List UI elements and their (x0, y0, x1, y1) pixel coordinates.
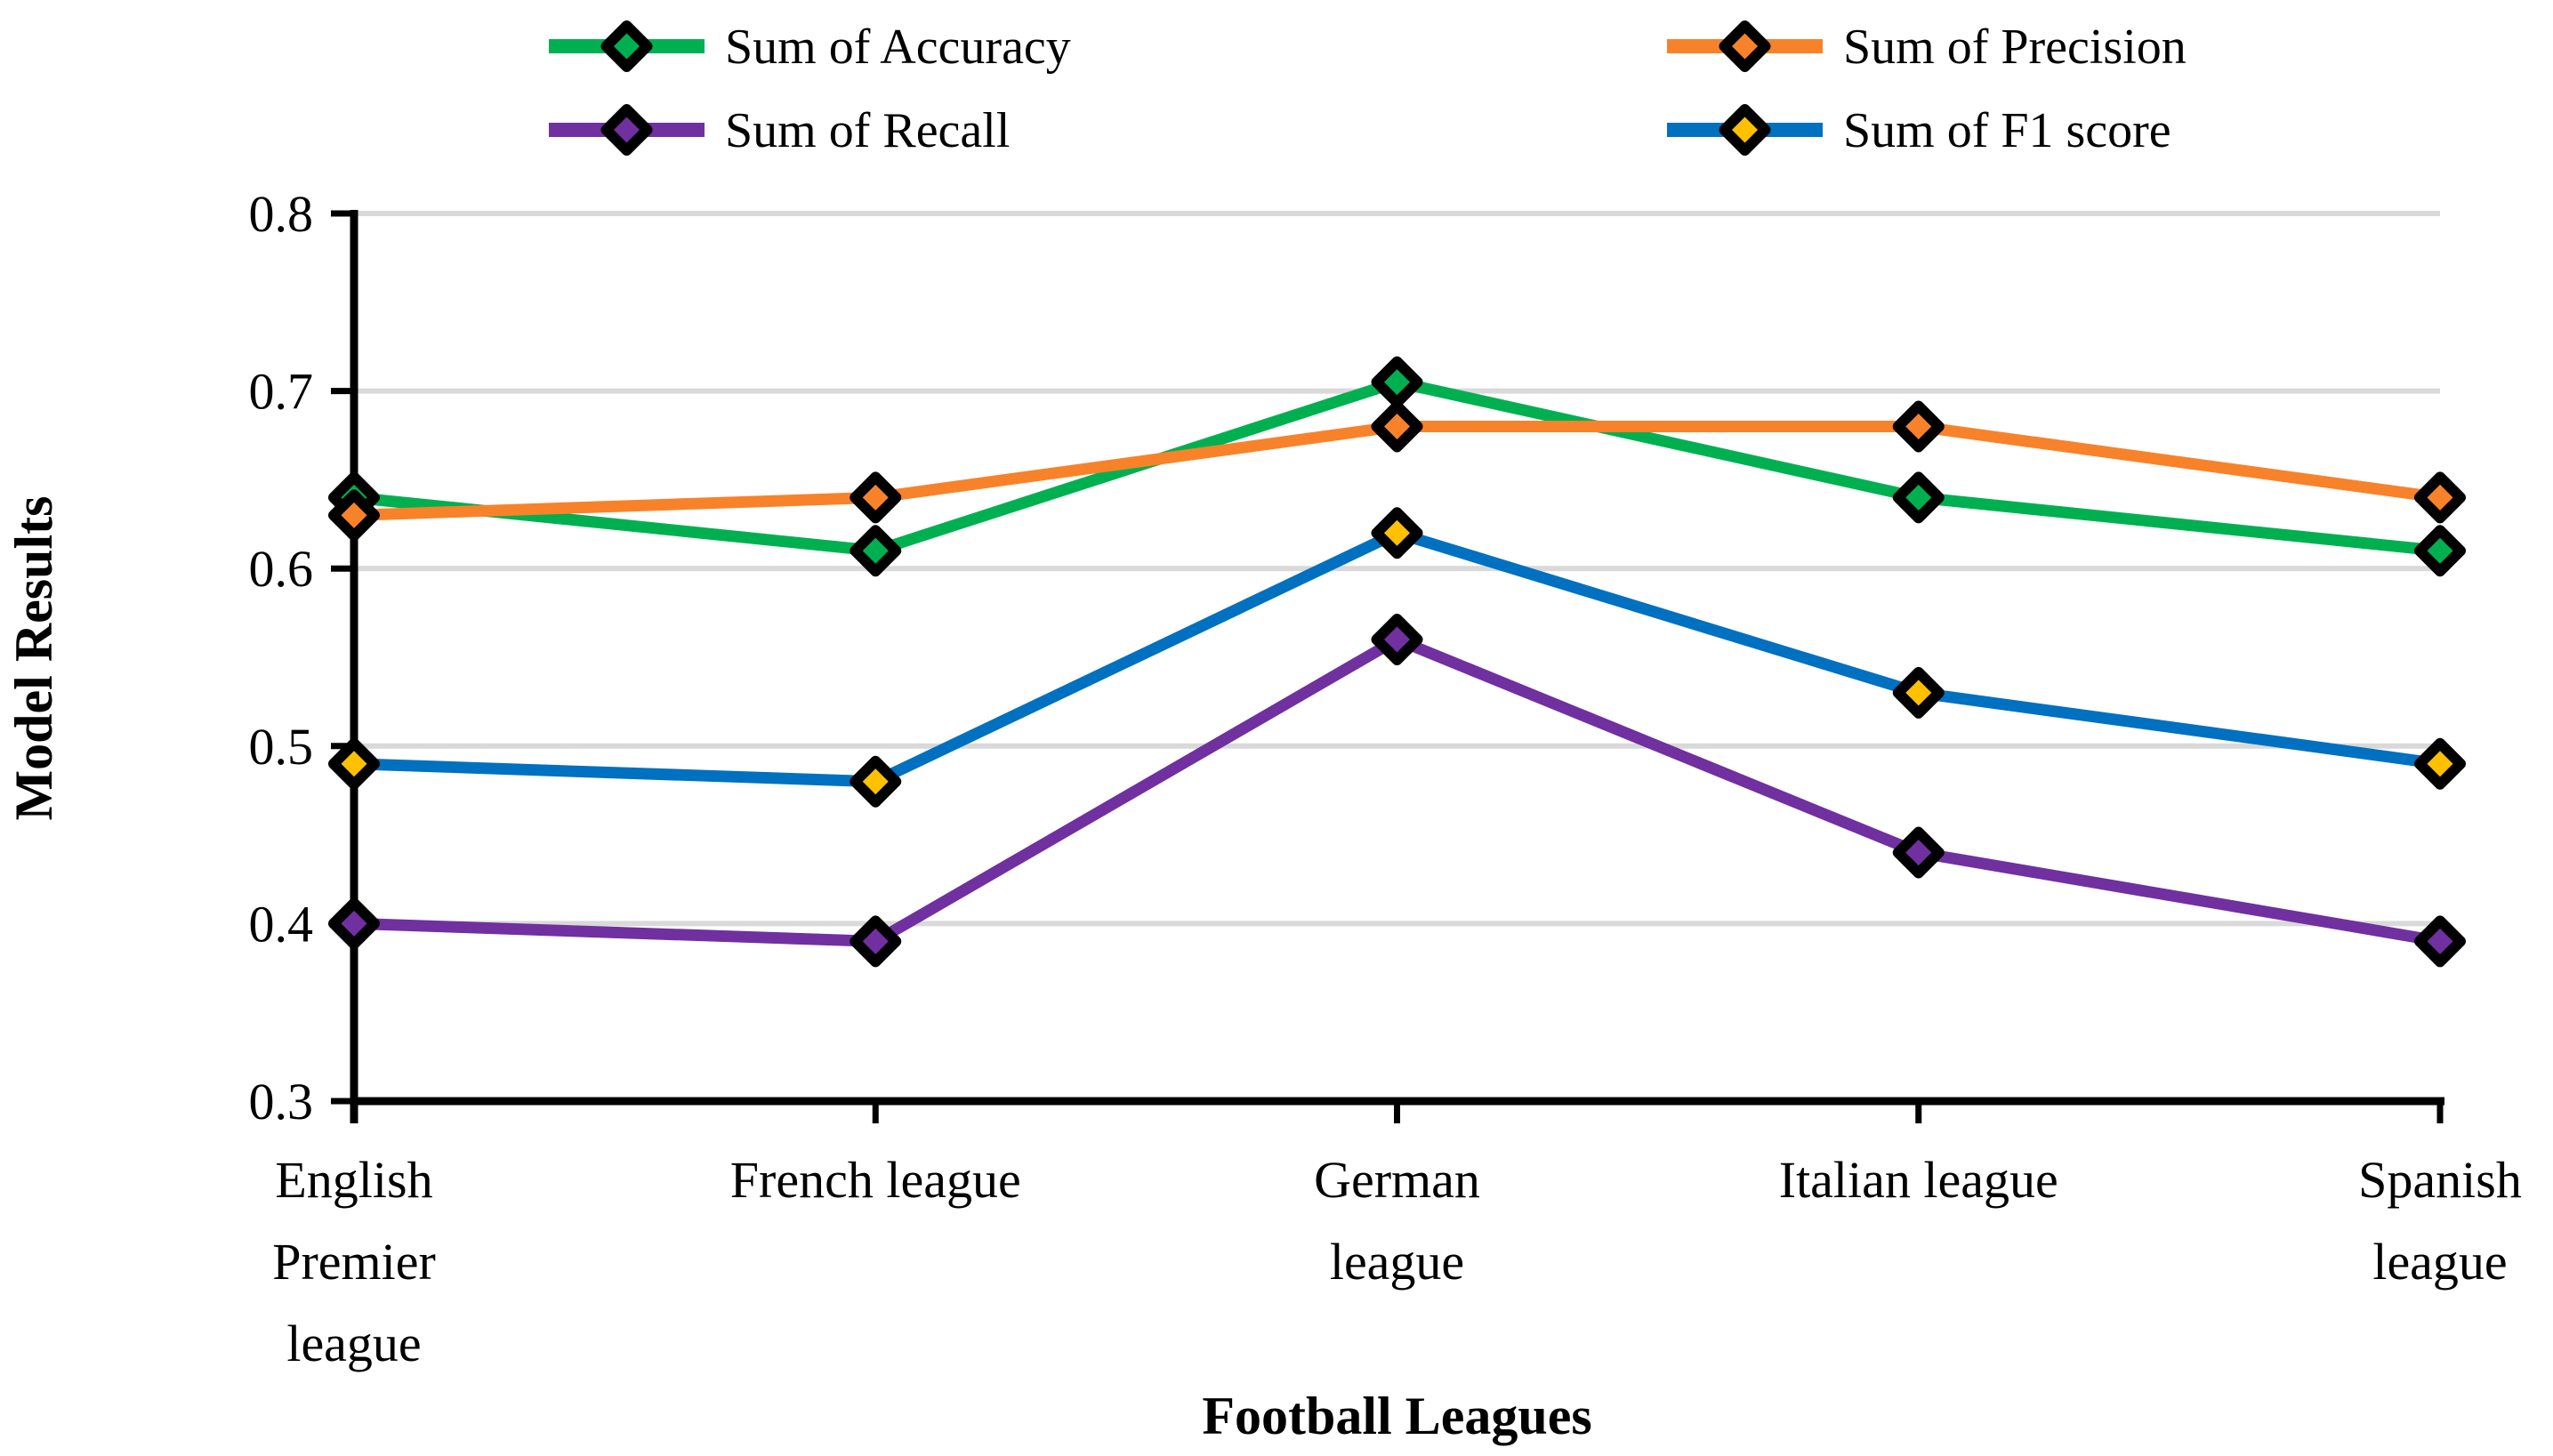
x-category-label: league (2372, 1233, 2507, 1291)
legend-marker-sum-of-accuracy (600, 20, 653, 72)
x-category-label: Premier (272, 1233, 436, 1291)
legend-label: Sum of Precision (1843, 20, 2187, 75)
marker-sum-of-f1-score (1892, 666, 1945, 719)
series-line-sum-of-recall (353, 632, 2442, 947)
x-axis-title: Football Leagues (1202, 1387, 1591, 1445)
y-tick-label: 0.5 (249, 718, 314, 776)
marker-sum-of-precision (2414, 471, 2466, 524)
y-tick-label: 0.6 (249, 540, 314, 598)
marker-sum-of-recall (1892, 826, 1945, 879)
marker-sum-of-recall (1371, 614, 1423, 666)
marker-sum-of-f1-score (2414, 737, 2466, 790)
marker-sum-of-accuracy (850, 525, 902, 577)
legend-label: Sum of F1 score (1843, 103, 2171, 158)
x-category-label: Italian league (1779, 1151, 2058, 1209)
legend-marker-sum-of-recall (600, 104, 653, 156)
y-tick-label: 0.4 (249, 895, 314, 953)
x-category-label: Spanish (2358, 1151, 2522, 1209)
marker-sum-of-accuracy (1892, 471, 1945, 524)
marker-sum-of-f1-score (1371, 507, 1423, 559)
legend-label: Sum of Recall (725, 103, 1010, 158)
marker-sum-of-precision (328, 489, 380, 542)
marker-sum-of-recall (850, 915, 902, 968)
marker-sum-of-f1-score (328, 737, 380, 790)
marker-sum-of-precision (1892, 400, 1945, 453)
marker-sum-of-accuracy (1371, 356, 1423, 408)
y-tick-label: 0.7 (249, 363, 314, 421)
legend-marker-sum-of-f1-score (1719, 104, 1771, 156)
y-tick-label: 0.8 (249, 185, 314, 243)
marker-sum-of-precision (850, 471, 902, 524)
x-category-label: English (275, 1151, 432, 1209)
x-category-label: league (1330, 1233, 1464, 1291)
x-category-label: French league (730, 1151, 1021, 1209)
x-category-label: league (286, 1315, 421, 1372)
x-category-label: German (1314, 1151, 1480, 1209)
marker-sum-of-accuracy (2414, 525, 2466, 577)
legend-marker-sum-of-precision (1719, 20, 1771, 72)
marker-sum-of-precision (1371, 400, 1423, 453)
y-axis-title: Model Results (4, 496, 63, 821)
y-tick-label: 0.3 (249, 1073, 314, 1130)
marker-sum-of-recall (2414, 915, 2466, 968)
marker-sum-of-f1-score (850, 755, 902, 808)
legend-label: Sum of Accuracy (725, 20, 1071, 75)
marker-sum-of-recall (328, 897, 380, 950)
